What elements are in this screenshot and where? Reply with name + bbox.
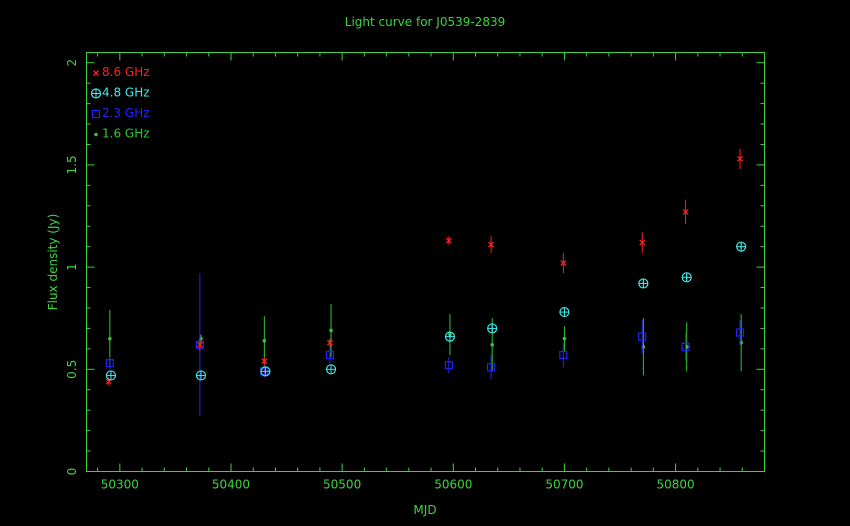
x-tick-label: 50500 [323, 478, 361, 492]
data-point [487, 323, 498, 334]
data-point [638, 332, 647, 341]
x-tick-label: 50300 [101, 478, 139, 492]
y-axis-label: Flux density (Jy) [46, 214, 60, 311]
y-tick-label: 1 [65, 263, 79, 271]
data-point [639, 239, 646, 246]
series-1-6-GHz [108, 303, 743, 376]
legend-label: 1.6 GHz [102, 127, 150, 141]
y-tick-label: 0 [65, 468, 79, 476]
x-axis-label: MJD [413, 503, 436, 517]
data-point [560, 260, 567, 266]
x-tick-label: 50600 [434, 478, 472, 492]
data-point [559, 306, 570, 318]
data-point [681, 272, 692, 283]
legend: 8.6 GHz 4.8 GHz 2.3 GHz 1.6 GHz [90, 65, 150, 141]
data-point [261, 358, 268, 365]
data-point [445, 237, 452, 244]
legend-label: 2.3 GHz [102, 106, 150, 120]
data-point [329, 328, 333, 333]
series-4-8-GHz [105, 241, 747, 381]
data-point [562, 336, 567, 341]
legend-marker [91, 109, 101, 119]
data-point [326, 339, 333, 346]
data-point [444, 331, 456, 342]
legend-label: 8.6 GHz [102, 65, 150, 79]
data-point [108, 336, 112, 341]
data-point [682, 208, 689, 215]
data-point [490, 342, 494, 347]
data-point [195, 370, 207, 381]
legend-marker [90, 88, 102, 99]
legend-marker [94, 132, 98, 137]
y-tick-label: 2 [65, 59, 79, 67]
data-point [262, 338, 267, 343]
data-point [681, 342, 690, 351]
data-point [735, 328, 745, 337]
data-point [105, 370, 117, 381]
data-point [105, 359, 114, 368]
y-tick-label: 0.5 [65, 360, 79, 379]
x-tick-label: 50400 [212, 478, 250, 492]
x-tick-label: 50800 [656, 478, 694, 492]
plot-frame [86, 52, 765, 472]
axis-ticks: 50300 50400 50500 50600 50700 50800 0 0.5 1 1.5 2 [65, 52, 765, 492]
y-tick-label: 1.5 [65, 155, 79, 174]
data-point [196, 341, 203, 348]
series-8-6-GHz [105, 148, 744, 386]
data-point [325, 350, 335, 360]
data-point [325, 364, 337, 375]
data-point [486, 363, 496, 372]
data-point [736, 241, 747, 252]
data-point [638, 278, 649, 289]
data-point [444, 361, 453, 370]
data-point [559, 350, 568, 360]
data-point [260, 366, 271, 377]
legend-label: 4.8 GHz [102, 86, 150, 100]
legend-marker [93, 70, 99, 76]
x-tick-label: 50700 [545, 478, 583, 492]
series-2-3-GHz [105, 273, 745, 417]
data-marks [105, 148, 747, 417]
data-point [737, 155, 744, 162]
data-point [488, 241, 495, 248]
chart-title: Light curve for J0539-2839 [345, 15, 505, 29]
